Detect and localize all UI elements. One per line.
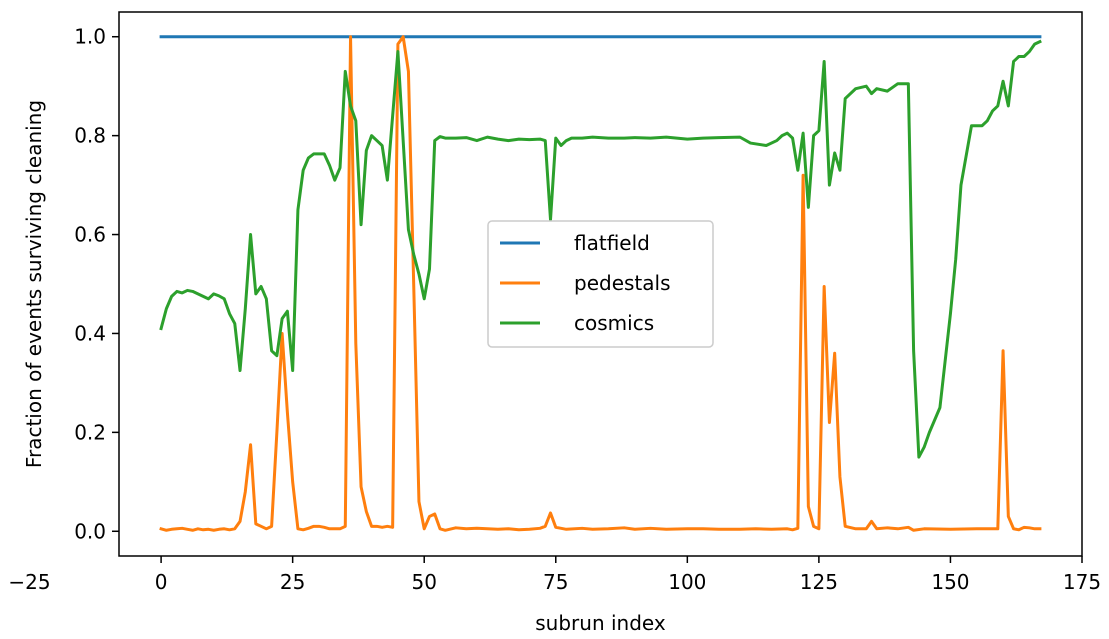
x-tick-label: −25 <box>8 570 50 594</box>
x-tick-label: 125 <box>800 570 838 594</box>
y-tick-label: 0.0 <box>74 519 106 543</box>
y-tick-label: 0.4 <box>74 321 106 345</box>
x-tick-label: 50 <box>411 570 436 594</box>
plot-lines <box>159 35 1042 532</box>
y-axis: 0.0 0.2 0.4 0.6 0.8 1.0 <box>74 25 119 543</box>
legend: flatfield pedestals cosmics <box>487 220 714 348</box>
series-line-pedestals <box>159 35 1042 532</box>
y-tick-label: 1.0 <box>74 25 106 49</box>
x-tick-label: 75 <box>543 570 568 594</box>
y-tick-label: 0.2 <box>74 420 106 444</box>
x-tick-label: 0 <box>155 570 168 594</box>
x-tick-label: 25 <box>280 570 305 594</box>
legend-label-cosmics: cosmics <box>574 311 654 335</box>
x-tick-label: 175 <box>1063 570 1101 594</box>
x-tick-label: 150 <box>931 570 969 594</box>
y-axis-label: Fraction of events surviving cleaning <box>22 100 46 468</box>
y-tick-label: 0.8 <box>74 124 106 148</box>
x-tick-label: 100 <box>668 570 706 594</box>
x-axis: −25 0 25 50 75 100 125 150 175 <box>8 556 1101 594</box>
x-axis-label: subrun index <box>535 611 666 635</box>
legend-frame <box>487 220 714 348</box>
series-line-cosmics <box>159 39 1042 459</box>
legend-label-flatfield: flatfield <box>574 231 650 255</box>
y-tick-label: 0.6 <box>74 223 106 247</box>
axes-frame <box>118 11 1083 557</box>
legend-label-pedestals: pedestals <box>574 271 671 295</box>
